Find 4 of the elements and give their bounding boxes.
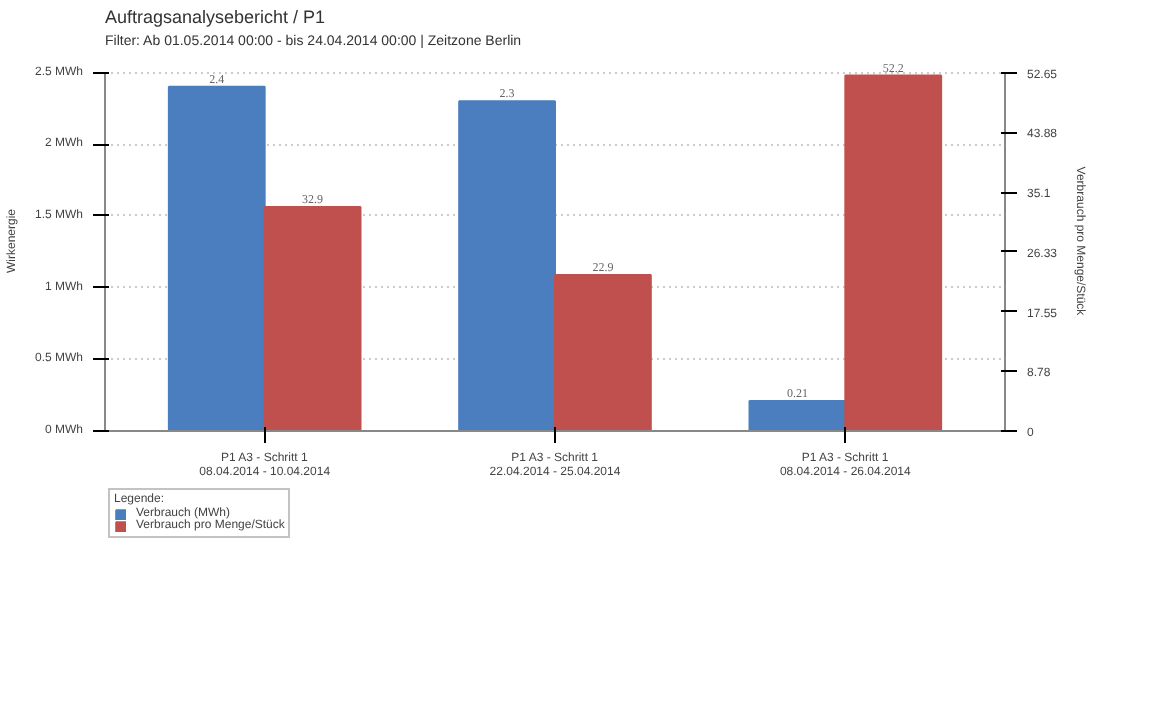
- bar: [748, 399, 847, 431]
- bar: [458, 100, 556, 431]
- chart-title: Auftragsanalysebericht / P1: [105, 7, 326, 27]
- bar: [844, 74, 943, 431]
